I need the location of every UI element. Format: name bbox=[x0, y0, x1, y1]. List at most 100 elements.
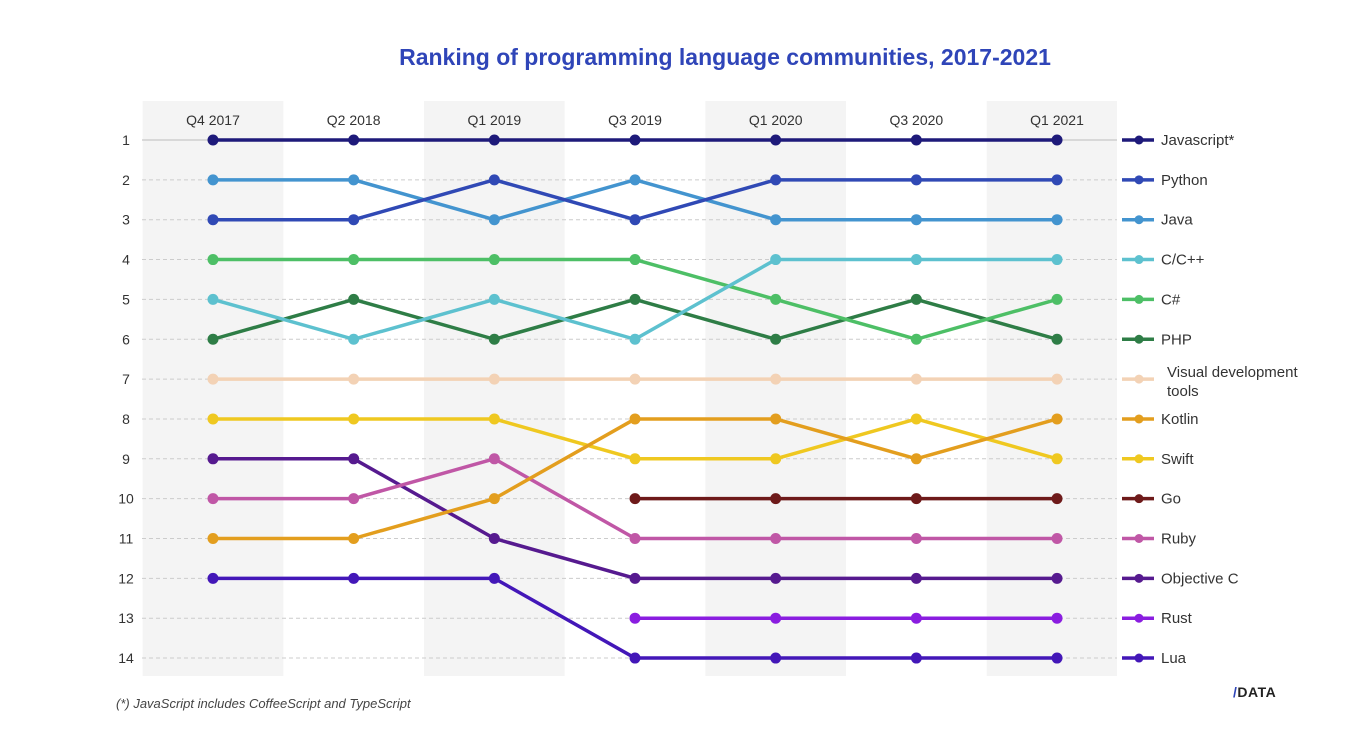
legend-item: Java bbox=[1122, 212, 1193, 229]
data-point bbox=[910, 652, 922, 664]
legend-item: Go bbox=[1122, 491, 1181, 508]
legend-item: C# bbox=[1122, 291, 1181, 308]
data-point bbox=[488, 572, 500, 584]
data-point bbox=[770, 453, 782, 465]
legend-marker bbox=[1134, 534, 1144, 543]
legend: Javascript* Python Java C/C++ C# PHP Visual de… bbox=[1122, 132, 1298, 667]
legend-marker bbox=[1134, 215, 1144, 225]
y-tick-label: 2 bbox=[122, 172, 130, 188]
data-point bbox=[207, 174, 219, 186]
legend-marker bbox=[1134, 494, 1144, 504]
data-point bbox=[207, 134, 219, 146]
data-point bbox=[770, 652, 782, 664]
data-point bbox=[629, 333, 641, 345]
data-point bbox=[348, 134, 360, 146]
legend-marker bbox=[1134, 255, 1144, 265]
legend-label: Objective C bbox=[1161, 570, 1239, 587]
data-point bbox=[488, 293, 500, 305]
series-objective-c bbox=[207, 453, 1063, 584]
data-point bbox=[207, 214, 219, 226]
data-point bbox=[1051, 254, 1063, 266]
legend-marker bbox=[1134, 175, 1144, 185]
data-point bbox=[910, 453, 922, 465]
legend-marker bbox=[1134, 414, 1144, 424]
data-point bbox=[629, 293, 641, 305]
legend-marker bbox=[1134, 573, 1144, 583]
series-line bbox=[213, 178, 1058, 222]
legend-item: Visual development tools bbox=[1122, 364, 1298, 400]
series-line bbox=[213, 178, 1058, 222]
column-band bbox=[986, 101, 1117, 676]
data-point bbox=[488, 134, 500, 146]
data-point bbox=[488, 413, 500, 425]
data-point bbox=[348, 293, 360, 305]
data-point bbox=[488, 373, 500, 385]
legend-item: Rust bbox=[1122, 610, 1193, 627]
legend-label: Java bbox=[1161, 212, 1193, 229]
column-band bbox=[705, 101, 847, 676]
legend-label: Go bbox=[1161, 491, 1181, 508]
legend-item: Lua bbox=[1122, 650, 1187, 667]
x-tick-label: Q4 2017 bbox=[186, 112, 240, 128]
series-go bbox=[629, 493, 1063, 505]
logo-text: DATA bbox=[1237, 684, 1277, 700]
data-point bbox=[1051, 214, 1063, 226]
y-tick-label: 9 bbox=[122, 451, 130, 467]
data-point bbox=[910, 413, 922, 425]
legend-label: Python bbox=[1161, 172, 1208, 189]
legend-marker bbox=[1134, 454, 1144, 464]
x-tick-label: Q3 2020 bbox=[889, 112, 943, 128]
data-point bbox=[770, 174, 782, 186]
data-point bbox=[207, 413, 219, 425]
legend-item: C/C++ bbox=[1122, 252, 1205, 269]
y-tick-label: 12 bbox=[118, 570, 134, 586]
chart-title: Ranking of programming language communit… bbox=[399, 44, 1051, 70]
data-point bbox=[1051, 652, 1063, 664]
data-point bbox=[1051, 533, 1063, 544]
x-tick-label: Q1 2019 bbox=[467, 112, 521, 128]
data-point bbox=[488, 333, 500, 345]
legend-marker bbox=[1134, 334, 1144, 344]
data-point bbox=[770, 493, 782, 505]
legend-label: C/C++ bbox=[1161, 252, 1205, 269]
data-point bbox=[488, 254, 500, 266]
legend-label: PHP bbox=[1161, 331, 1192, 348]
y-tick-label: 14 bbox=[118, 650, 134, 666]
y-tick-label: 13 bbox=[118, 610, 134, 626]
data-point bbox=[488, 174, 500, 186]
data-point bbox=[629, 572, 641, 584]
legend-item: Swift bbox=[1122, 451, 1194, 468]
x-tick-label: Q1 2020 bbox=[749, 112, 803, 128]
series-kotlin bbox=[207, 413, 1063, 544]
data-point bbox=[910, 214, 922, 226]
data-point bbox=[348, 214, 360, 226]
series-line bbox=[213, 417, 1058, 541]
y-tick-label: 5 bbox=[122, 291, 130, 307]
data-point bbox=[488, 214, 500, 226]
y-tick-label: 1 bbox=[122, 132, 130, 148]
data-point bbox=[629, 373, 641, 385]
legend-item: Javascript* bbox=[1122, 132, 1235, 149]
data-point bbox=[348, 572, 360, 584]
data-point bbox=[1051, 612, 1063, 624]
data-point bbox=[629, 413, 641, 425]
data-point bbox=[910, 572, 922, 584]
series-javascript- bbox=[207, 134, 1063, 146]
y-tick-label: 3 bbox=[122, 212, 130, 228]
series-rust bbox=[629, 612, 1063, 624]
data-point bbox=[348, 254, 360, 266]
legend-item: Kotlin bbox=[1122, 411, 1199, 428]
data-point bbox=[629, 134, 641, 146]
legend-label: Lua bbox=[1161, 650, 1187, 667]
data-point bbox=[770, 254, 782, 266]
x-tick-label: Q3 2019 bbox=[608, 112, 662, 128]
series-php bbox=[207, 293, 1063, 345]
data-point bbox=[910, 373, 922, 385]
data-point bbox=[348, 533, 360, 544]
series-line bbox=[212, 297, 1058, 341]
series-visual-development-tools bbox=[207, 373, 1063, 385]
data-point bbox=[629, 493, 641, 505]
column-band bbox=[142, 101, 284, 676]
